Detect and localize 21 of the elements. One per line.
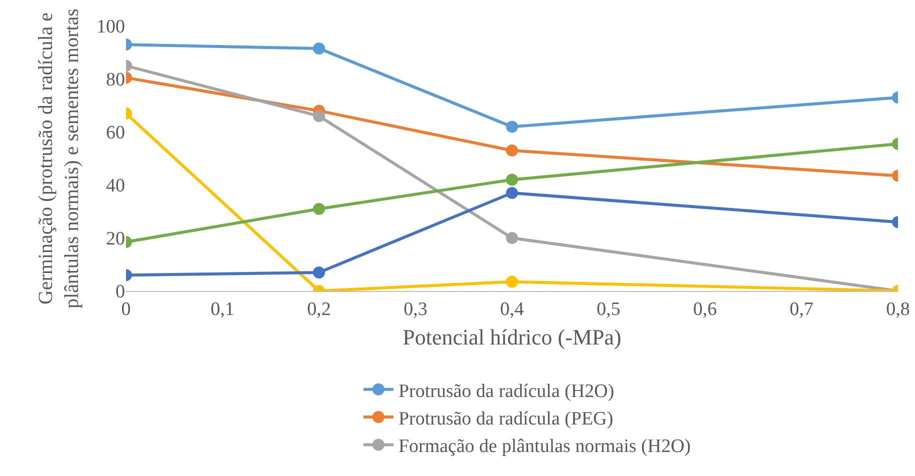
y-axis-title: Germinação (protrusão da radícula e plântulas normais) e sementes mortas	[35, 8, 83, 308]
y-tick-label: 40	[106, 176, 125, 197]
x-tick-label: 0,1	[210, 298, 234, 320]
legend-label: Protrusão da radícula (H2O)	[398, 380, 614, 402]
y-tick-label: 0	[116, 282, 125, 303]
x-tick-label: 0,3	[404, 298, 428, 320]
legend-label: Formação de plântulas normais (H2O)	[398, 436, 691, 458]
point	[506, 232, 518, 244]
y-tick-label: 60	[106, 122, 125, 144]
x-tick-label: 0,8	[886, 298, 910, 320]
x-tick-label: 0,7	[790, 298, 814, 320]
y-tick-label: 100	[96, 16, 125, 38]
x-axis-title: Potencial hídrico (-MPa)	[402, 324, 622, 350]
legend-label: Protrusão da radícula (PEG)	[398, 408, 614, 430]
x-tick-label: 0,5	[596, 298, 620, 320]
point	[313, 110, 325, 122]
y-tick-label: 20	[106, 228, 125, 250]
x-tick-label: 0,6	[693, 298, 717, 320]
x-tick-label: 0,4	[500, 298, 524, 320]
y-tick-label: 80	[106, 70, 125, 91]
x-tick-label: 0,2	[307, 298, 331, 320]
